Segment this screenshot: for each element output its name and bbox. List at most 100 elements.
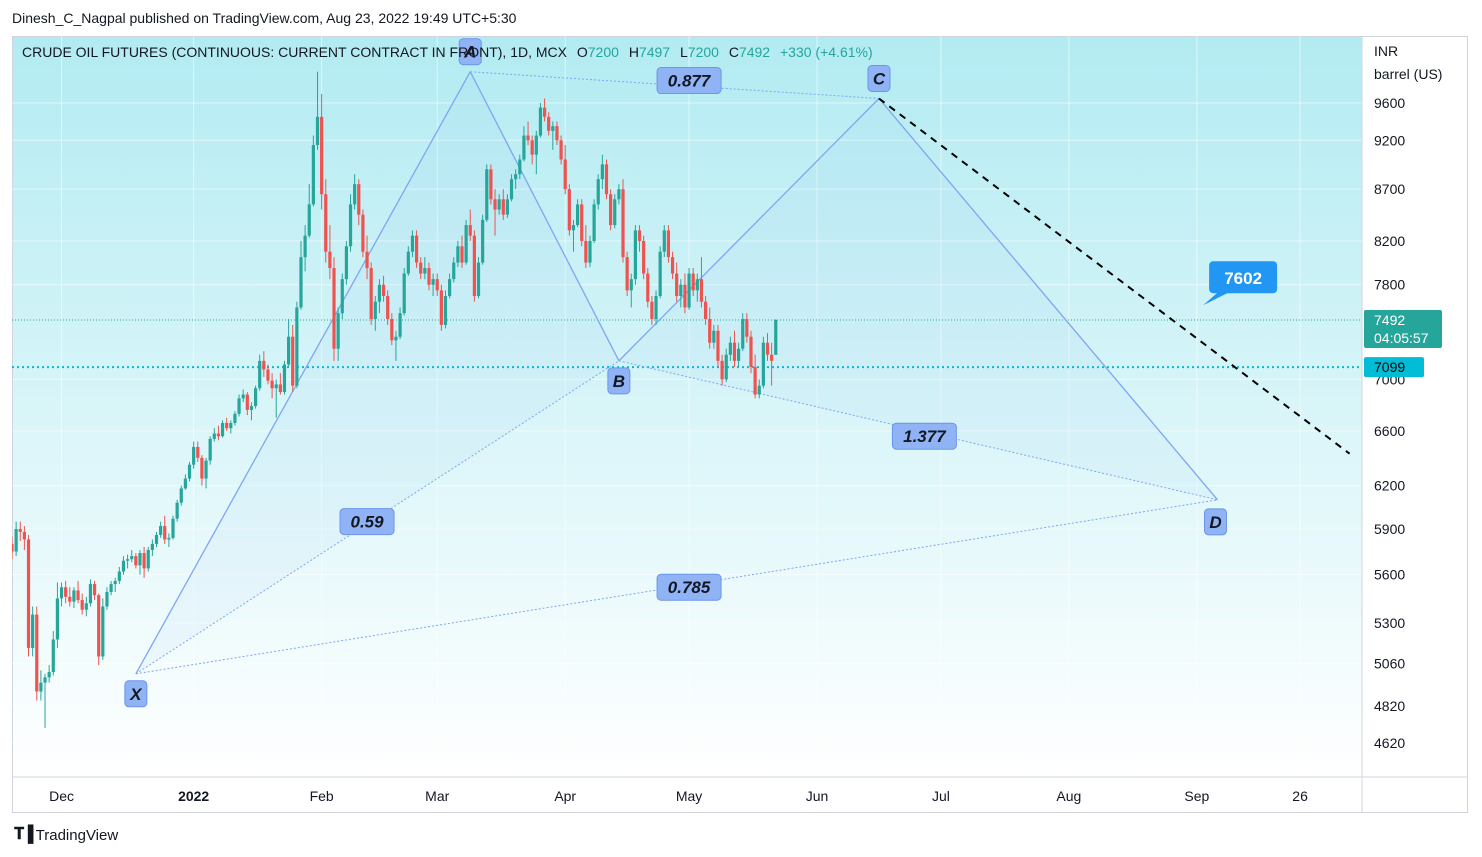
candle xyxy=(159,521,163,538)
candle-body xyxy=(584,240,588,263)
horizontal-lines xyxy=(12,319,1362,369)
candle-body xyxy=(699,279,704,302)
tradingview-logo[interactable]: 𝐓▐ TradingView xyxy=(14,826,118,844)
candle xyxy=(88,579,93,607)
candle-body xyxy=(270,380,274,389)
candle-body xyxy=(212,433,216,439)
candle-body xyxy=(208,438,212,461)
candle xyxy=(245,391,249,416)
candle-body xyxy=(386,296,390,320)
candle xyxy=(435,273,439,297)
candle-body xyxy=(130,556,134,560)
candle-body xyxy=(642,240,646,274)
candle xyxy=(340,273,344,320)
candle-body xyxy=(489,169,493,200)
candle xyxy=(712,324,716,349)
candle xyxy=(12,536,14,560)
price-axis[interactable]: 4620 4820 5060 5300 5600 5900 6200 6600 7800 8200… xyxy=(1374,95,1405,751)
candle-body xyxy=(146,550,150,569)
candle-body xyxy=(43,677,47,683)
tradingview-logo-icon: 𝐓▐ xyxy=(14,826,34,843)
candle-body xyxy=(476,262,481,297)
candle xyxy=(567,184,571,236)
candle xyxy=(35,606,39,701)
point-label-c: C xyxy=(867,64,891,92)
candle xyxy=(481,214,485,265)
candle-body xyxy=(666,230,671,258)
candle-body xyxy=(88,584,93,604)
candle xyxy=(175,499,179,522)
candle xyxy=(414,230,419,269)
open-value: 7200 xyxy=(587,44,619,60)
ratio-label-text: 0.785 xyxy=(668,578,711,597)
candle-body xyxy=(452,262,456,280)
candle xyxy=(650,296,654,325)
candle-body xyxy=(559,140,563,160)
support-price-badge xyxy=(1364,357,1424,378)
candle xyxy=(687,268,691,310)
candle xyxy=(68,587,72,607)
candle xyxy=(138,550,142,575)
candle-body xyxy=(18,528,22,532)
price-tick-label: 8700 xyxy=(1374,181,1405,197)
ratio-label: 0.785 xyxy=(656,573,722,601)
candle xyxy=(299,240,303,310)
price-chart[interactable]: X A B C D 0.59 0.877 1.377 0.785 7602 4620 4820 506… xyxy=(12,36,1468,813)
candle xyxy=(431,273,435,297)
candle xyxy=(547,112,551,136)
candle xyxy=(691,268,695,297)
candle xyxy=(146,546,150,572)
time-tick-label: Aug xyxy=(1056,788,1081,804)
candle-body xyxy=(295,307,299,386)
candle-body xyxy=(737,348,741,361)
candle-body xyxy=(291,336,295,386)
candle-body xyxy=(501,199,505,215)
candle xyxy=(43,673,47,728)
candle xyxy=(381,275,386,302)
candle-body xyxy=(394,336,398,341)
candle xyxy=(344,240,349,285)
candle xyxy=(365,235,369,280)
candle-body xyxy=(72,590,76,602)
candle-body xyxy=(460,246,464,263)
candle xyxy=(22,526,26,551)
candle xyxy=(745,313,749,343)
candle-body xyxy=(14,528,18,552)
candle-body xyxy=(47,672,51,678)
candle xyxy=(361,209,365,258)
candle xyxy=(625,251,629,297)
pattern-ratio-line-XD xyxy=(135,499,1218,675)
candle-body xyxy=(654,296,658,320)
candle xyxy=(278,373,282,395)
candle-body xyxy=(406,251,410,274)
candle xyxy=(258,354,262,391)
candle xyxy=(646,268,650,308)
candle xyxy=(324,179,328,263)
time-axis[interactable]: Dec 2022 Feb Mar Apr May Jun Jul Aug Sep 26 xyxy=(49,788,1308,804)
pattern-labels[interactable]: X A B C D 0.59 0.877 1.377 0.785 7602 xyxy=(124,38,1278,708)
candle xyxy=(534,130,538,175)
candle-body xyxy=(229,422,233,429)
candle xyxy=(31,606,35,657)
xabcd-pattern[interactable] xyxy=(135,71,1219,675)
candle-body xyxy=(150,543,154,551)
candle xyxy=(253,385,258,409)
candle-body xyxy=(774,319,778,355)
candle xyxy=(336,307,340,361)
candle xyxy=(489,164,493,205)
candle-body xyxy=(274,384,278,389)
candle xyxy=(187,461,192,482)
candle-body xyxy=(324,194,328,252)
candle xyxy=(394,330,398,361)
candle xyxy=(212,428,216,442)
candle-body xyxy=(307,204,311,236)
candle-body xyxy=(613,199,617,226)
candle xyxy=(505,194,510,218)
candle xyxy=(679,279,683,308)
candle-body xyxy=(348,204,353,247)
pattern-leg-BC xyxy=(618,98,880,362)
candle-body xyxy=(662,230,666,252)
candle xyxy=(774,319,778,355)
xab-triangle xyxy=(135,71,619,674)
candle-body xyxy=(125,559,130,561)
